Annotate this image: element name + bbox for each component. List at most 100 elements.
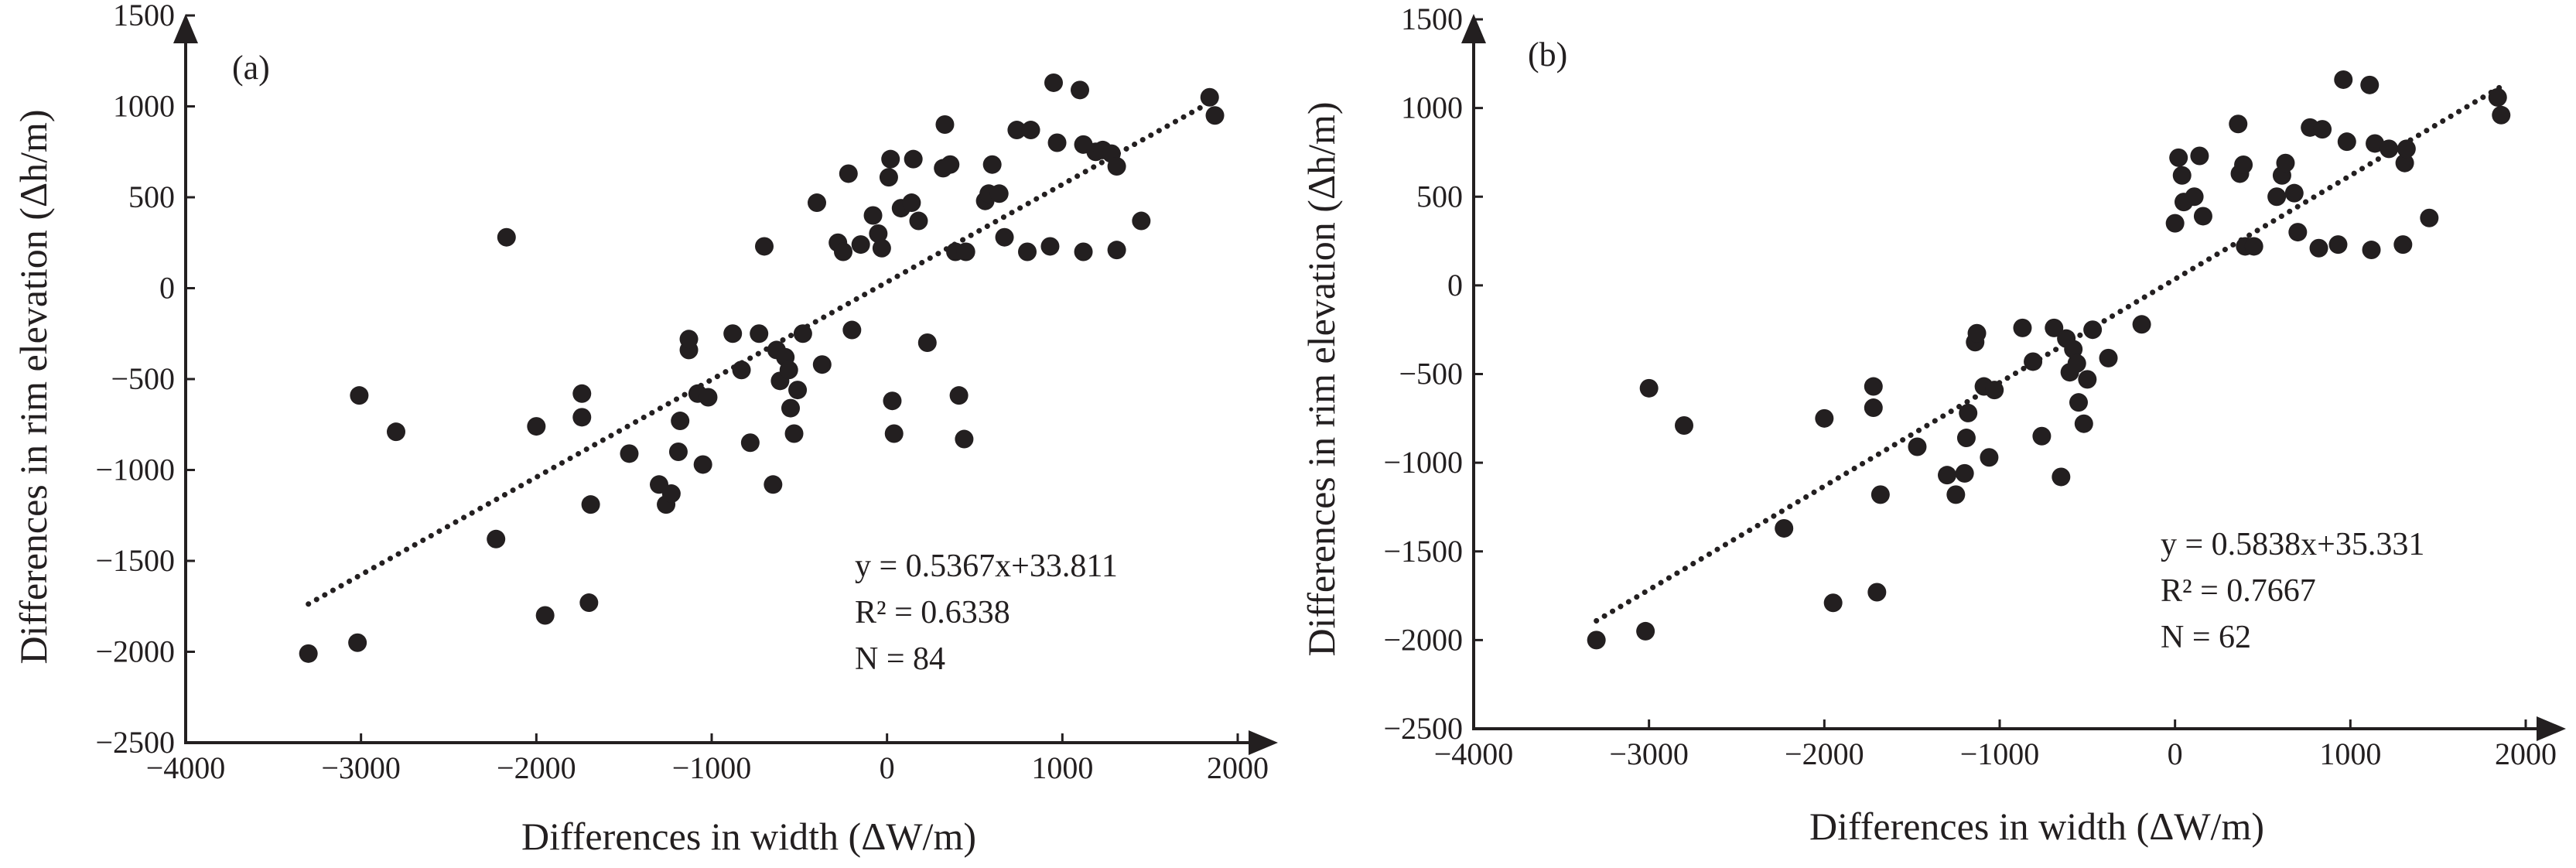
x-tick-label: 2000 bbox=[2495, 736, 2557, 771]
data-point bbox=[909, 211, 928, 231]
data-point bbox=[955, 429, 974, 449]
x-tick-label: 0 bbox=[2168, 736, 2183, 771]
y-tick-label: −2500 bbox=[1383, 711, 1463, 746]
data-point bbox=[2234, 155, 2253, 174]
data-point bbox=[1074, 242, 1093, 261]
data-point bbox=[872, 238, 891, 258]
data-point bbox=[581, 495, 600, 514]
y-axis-arrow-a bbox=[173, 14, 198, 43]
data-point bbox=[2067, 354, 2086, 373]
data-point bbox=[487, 529, 506, 548]
data-point bbox=[808, 193, 826, 213]
data-point bbox=[956, 242, 975, 261]
data-point bbox=[2064, 340, 2083, 359]
data-point bbox=[879, 168, 898, 187]
panel-label-a: (a) bbox=[232, 49, 270, 87]
data-point bbox=[2229, 114, 2248, 134]
data-point bbox=[1132, 211, 1151, 231]
data-point bbox=[1018, 242, 1037, 261]
data-point bbox=[535, 606, 555, 625]
y-axis-title-a: Differences in rim elevation (Δh/m) bbox=[12, 109, 55, 664]
data-point bbox=[1047, 133, 1067, 152]
data-point bbox=[2032, 426, 2052, 446]
data-point bbox=[902, 193, 921, 213]
data-point bbox=[2366, 134, 2385, 153]
data-point bbox=[2488, 87, 2507, 107]
data-point bbox=[1946, 485, 1966, 504]
data-point bbox=[668, 443, 688, 461]
y-tick-label: 1500 bbox=[1401, 2, 1463, 36]
y-tick-label: 500 bbox=[128, 179, 175, 214]
regression-line bbox=[1594, 84, 2503, 624]
data-point bbox=[1980, 448, 1999, 467]
y-axis-title-b: Differences in rim elevation (Δh/m) bbox=[1300, 101, 1343, 656]
y-ticks-a: −2500 −2000 −1500 −1000 −500 0 500 1000 1500 bbox=[95, 0, 195, 760]
data-point bbox=[989, 184, 1009, 203]
data-point bbox=[863, 206, 883, 225]
data-point bbox=[750, 324, 769, 343]
y-tick-label: −2000 bbox=[95, 634, 175, 669]
data-point bbox=[1967, 323, 1987, 343]
data-point bbox=[1871, 485, 1890, 504]
x-ticks-b: −4000 −3000 −2000 −1000 0 1000 2000 bbox=[1434, 719, 2557, 771]
data-point bbox=[1867, 583, 1887, 602]
data-point bbox=[1956, 429, 1976, 448]
data-point bbox=[941, 155, 960, 174]
data-point bbox=[869, 224, 888, 243]
x-tick-label: −4000 bbox=[1434, 736, 1514, 771]
data-point bbox=[2024, 352, 2043, 371]
data-point bbox=[1021, 121, 1040, 140]
data-point bbox=[299, 644, 318, 663]
y-tick-label: 1500 bbox=[113, 0, 175, 32]
data-point bbox=[2395, 153, 2414, 173]
x-axis-title-a: Differences in width (ΔW/m) bbox=[521, 815, 976, 858]
data-point bbox=[2132, 315, 2151, 334]
data-point bbox=[572, 408, 592, 427]
x-axis-arrow-b bbox=[2537, 716, 2566, 741]
data-point bbox=[579, 593, 599, 613]
data-point bbox=[2165, 214, 2185, 233]
data-point bbox=[1107, 157, 1126, 176]
data-point bbox=[2337, 132, 2356, 152]
y-tick-label: −1000 bbox=[1383, 445, 1463, 480]
sample-count-a: N = 84 bbox=[855, 641, 945, 677]
data-point bbox=[764, 475, 783, 494]
trendline-a bbox=[306, 98, 1215, 607]
regression-line bbox=[306, 98, 1215, 607]
data-point bbox=[2193, 207, 2212, 226]
data-point bbox=[839, 164, 858, 183]
y-tick-label: −1500 bbox=[1383, 534, 1463, 569]
data-point bbox=[1955, 463, 1974, 483]
data-point bbox=[2074, 414, 2093, 433]
data-point bbox=[2045, 318, 2064, 337]
y-tick-label: −500 bbox=[1399, 357, 1463, 391]
points-b bbox=[1587, 70, 2511, 650]
data-point bbox=[2013, 318, 2032, 337]
x-tick-label: −4000 bbox=[146, 750, 226, 785]
r-squared-a: R² = 0.6338 bbox=[855, 595, 1010, 630]
data-point bbox=[699, 388, 718, 407]
data-point bbox=[693, 455, 712, 474]
data-point bbox=[2380, 139, 2399, 159]
data-point bbox=[387, 422, 405, 442]
data-point bbox=[1938, 466, 1956, 485]
data-point bbox=[527, 417, 546, 436]
data-point bbox=[842, 320, 862, 340]
data-point bbox=[1815, 408, 1834, 428]
data-point bbox=[982, 155, 1002, 174]
data-point bbox=[1864, 398, 1883, 418]
data-point bbox=[723, 324, 743, 343]
chart-panel-a: −4000 −3000 −2000 −1000 0 1000 2000 −2500 −2000… bbox=[12, 0, 1278, 858]
scatter-chart-b: −4000 −3000 −2000 −1000 0 1000 2000 −2500 −2000… bbox=[1300, 2, 2566, 848]
sample-count-b: N = 62 bbox=[2161, 620, 2251, 655]
data-point bbox=[2328, 235, 2348, 255]
x-tick-label: −1000 bbox=[672, 750, 752, 785]
equation-a: y = 0.5367x+33.811 bbox=[855, 548, 1118, 584]
data-point bbox=[904, 149, 923, 169]
trendline-b bbox=[1594, 84, 2503, 624]
data-point bbox=[2397, 139, 2416, 159]
x-tick-label: −2000 bbox=[497, 750, 576, 785]
data-point bbox=[881, 149, 900, 169]
y-tick-label: −500 bbox=[111, 361, 175, 396]
data-point bbox=[2309, 238, 2328, 258]
